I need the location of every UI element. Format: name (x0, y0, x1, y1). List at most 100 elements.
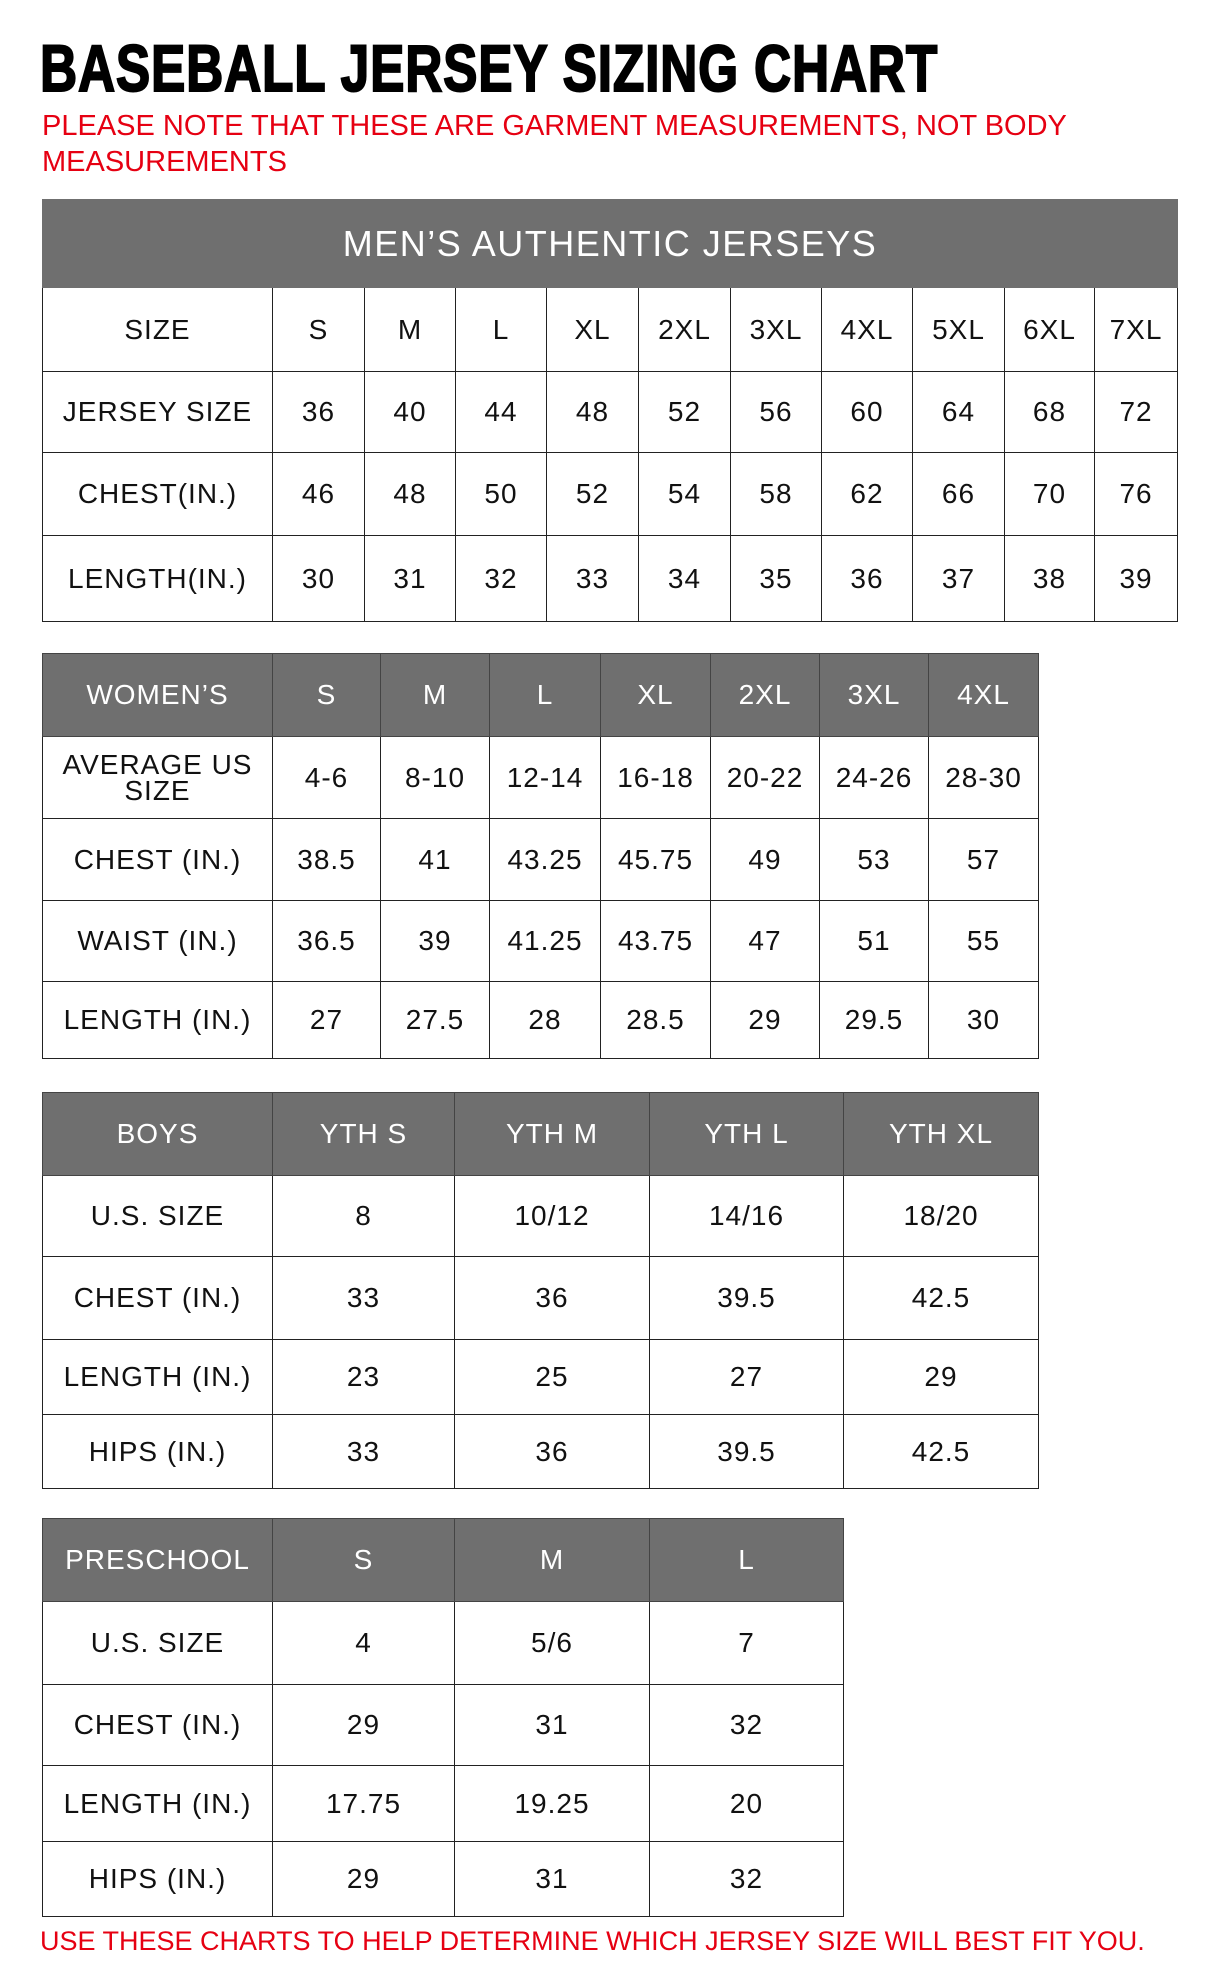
size-header: YTH M (454, 1092, 650, 1176)
table-cell: 36.5 (272, 900, 381, 982)
table-row: U.S. SIZE 8 10/12 14/16 18/20 (42, 1175, 1039, 1257)
row-label: CHEST (IN.) (42, 818, 273, 901)
table-cell: 32 (455, 535, 547, 622)
table-cell: 27 (649, 1339, 844, 1415)
table-cell: 4 (272, 1601, 455, 1685)
table-cell: 16-18 (600, 736, 711, 819)
table-cell: 45.75 (600, 818, 711, 901)
size-header: YTH S (272, 1092, 455, 1176)
table-cell: 46 (272, 452, 365, 536)
table-cell: 12-14 (489, 736, 601, 819)
size-header: 5XL (912, 287, 1005, 372)
table-cell: 42.5 (843, 1256, 1039, 1340)
table-cell: 4-6 (272, 736, 381, 819)
table-cell: 42.5 (843, 1414, 1039, 1489)
table-row: HIPS (IN.) 33 36 39.5 42.5 (42, 1414, 1039, 1489)
table-row: WAIST (IN.) 36.5 39 41.25 43.75 47 51 55 (42, 900, 1039, 982)
table-cell: 32 (649, 1684, 844, 1766)
table-cell: 52 (638, 371, 731, 453)
table-row: CHEST(IN.) 46 48 50 52 54 58 62 66 70 76 (42, 452, 1179, 536)
table-cell: 38 (1004, 535, 1095, 622)
table-row: LENGTH (IN.) 23 25 27 29 (42, 1339, 1039, 1415)
table-cell: 36 (454, 1256, 650, 1340)
row-label: LENGTH (IN.) (42, 1339, 273, 1415)
table-cell: 29 (843, 1339, 1039, 1415)
table-row: HIPS (IN.) 29 31 32 (42, 1841, 844, 1917)
size-header: XL (600, 653, 711, 737)
table-cell: 31 (364, 535, 456, 622)
table-cell: 8 (272, 1175, 455, 1257)
table-cell: 41 (380, 818, 490, 901)
table-cell: 58 (730, 452, 822, 536)
table-cell: 29 (272, 1841, 455, 1917)
table-cell: 39.5 (649, 1256, 844, 1340)
row-label: LENGTH(IN.) (42, 535, 273, 622)
table-row: LENGTH(IN.) 30 31 32 33 34 35 36 37 38 39 (42, 535, 1179, 622)
table-cell: 43.75 (600, 900, 711, 982)
row-label: U.S. SIZE (42, 1601, 273, 1685)
row-label: U.S. SIZE (42, 1175, 273, 1257)
table-cell: 39 (380, 900, 490, 982)
table-cell: 48 (364, 452, 456, 536)
table-cell: 39.5 (649, 1414, 844, 1489)
row-label: JERSEY SIZE (42, 371, 273, 453)
table-cell: 68 (1004, 371, 1095, 453)
row-label: CHEST(IN.) (42, 452, 273, 536)
size-header: S (272, 1518, 455, 1602)
table-cell: 72 (1093, 371, 1179, 453)
table-banner-row: MEN’S AUTHENTIC JERSEYS (41, 199, 1179, 288)
table-cell: 57 (928, 818, 1039, 901)
table-row: U.S. SIZE 4 5/6 7 (42, 1601, 844, 1685)
table-cell: 18/20 (843, 1175, 1039, 1257)
table-cell: 24-26 (819, 736, 929, 819)
table-cell: 43.25 (489, 818, 601, 901)
row-label: CHEST (IN.) (42, 1256, 273, 1340)
table-cell: 5/6 (454, 1601, 650, 1685)
table-cell: 27.5 (380, 981, 490, 1059)
size-header: 4XL (821, 287, 913, 372)
preschool-table: PRESCHOOL S M L U.S. SIZE 4 5/6 7 CHEST (IN.) 29 3… (42, 1518, 844, 1917)
table-cell: 30 (928, 981, 1039, 1059)
table-cell: 53 (819, 818, 929, 901)
table-row: AVERAGE US SIZE 4-6 8-10 12-14 16-18 20-22 24-… (42, 736, 1039, 819)
table-cell: 17.75 (272, 1765, 455, 1842)
table-cell: 25 (454, 1339, 650, 1415)
table-row: CHEST (IN.) 38.5 41 43.25 45.75 49 53 57 (42, 818, 1039, 901)
table-cell: 56 (730, 371, 822, 453)
table-cell: 33 (272, 1256, 455, 1340)
table-cell: 47 (710, 900, 820, 982)
row-label: WOMEN’S (42, 653, 273, 737)
size-header: M (454, 1518, 650, 1602)
table-cell: 32 (649, 1841, 844, 1917)
table-cell: 29 (272, 1684, 455, 1766)
row-label: LENGTH (IN.) (42, 1765, 273, 1842)
table-cell: 19.25 (454, 1765, 650, 1842)
size-header: YTH XL (843, 1092, 1039, 1176)
table-cell: 28.5 (600, 981, 711, 1059)
table-cell: 37 (912, 535, 1005, 622)
table-cell: 38.5 (272, 818, 381, 901)
table-cell: 55 (928, 900, 1039, 982)
table-row: LENGTH (IN.) 17.75 19.25 20 (42, 1765, 844, 1842)
table-header-row: BOYS YTH S YTH M YTH L YTH XL (42, 1092, 1039, 1176)
table-cell: 10/12 (454, 1175, 650, 1257)
table-header-row: WOMEN’S S M L XL 2XL 3XL 4XL (42, 653, 1039, 737)
row-label: AVERAGE US SIZE (42, 736, 273, 819)
table-cell: 33 (272, 1414, 455, 1489)
size-header: YTH L (649, 1092, 844, 1176)
table-cell: 33 (546, 535, 639, 622)
table-cell: 54 (638, 452, 731, 536)
boys-table: BOYS YTH S YTH M YTH L YTH XL U.S. SIZE 8 10/12… (42, 1092, 1039, 1489)
table-header-row: PRESCHOOL S M L (42, 1518, 844, 1602)
size-header: 2XL (710, 653, 820, 737)
size-header: 4XL (928, 653, 1039, 737)
table-cell: 39 (1093, 535, 1179, 622)
table-cell: 29 (710, 981, 820, 1059)
mens-authentic-table: MEN’S AUTHENTIC JERSEYS SIZE S M L XL 2XL 3XL 4X… (41, 199, 1179, 622)
row-label: HIPS (IN.) (42, 1841, 273, 1917)
table-cell: 34 (638, 535, 731, 622)
table-cell: 36 (272, 371, 365, 453)
table-cell: 31 (454, 1684, 650, 1766)
table-banner: MEN’S AUTHENTIC JERSEYS (41, 199, 1179, 288)
table-cell: 44 (455, 371, 547, 453)
